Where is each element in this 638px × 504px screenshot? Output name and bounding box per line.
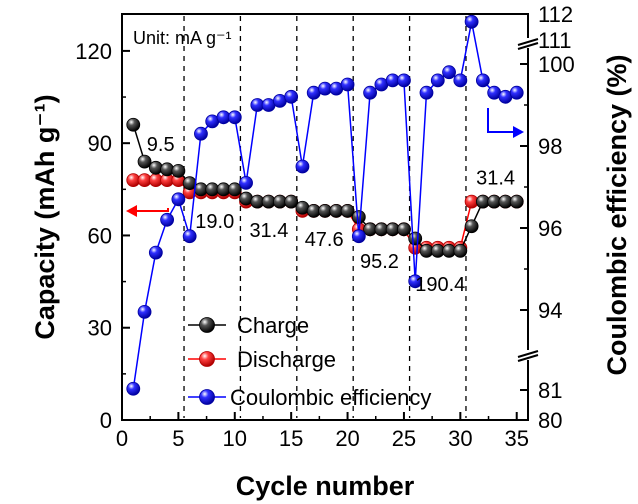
legend: Charge Discharge Coulombic efficiency bbox=[188, 313, 431, 410]
x-tick-label: 10 bbox=[223, 426, 247, 451]
right-axis-arrow-head bbox=[513, 126, 524, 138]
point-charge bbox=[408, 231, 423, 246]
point-coulombic-efficiency bbox=[227, 110, 242, 125]
point-coulombic-efficiency bbox=[419, 85, 434, 100]
rate-label: 95.2 bbox=[360, 251, 399, 273]
legend-discharge-label: Discharge bbox=[237, 347, 336, 372]
point-coulombic-efficiency bbox=[340, 77, 355, 92]
series-charge bbox=[126, 117, 524, 258]
point-coulombic-efficiency bbox=[475, 73, 490, 88]
point-charge bbox=[160, 162, 175, 177]
right-tick-label: 80 bbox=[538, 408, 562, 433]
legend-efficiency-marker bbox=[199, 389, 215, 405]
x-axis-title: Cycle number bbox=[236, 471, 415, 501]
x-tick-label: 30 bbox=[448, 426, 472, 451]
point-coulombic-efficiency bbox=[351, 229, 366, 244]
point-charge bbox=[126, 117, 141, 132]
point-coulombic-efficiency bbox=[430, 73, 445, 88]
x-tick-label: 20 bbox=[335, 426, 359, 451]
unit-annotation: Unit: mA g⁻¹ bbox=[133, 28, 232, 48]
point-coulombic-efficiency bbox=[239, 175, 253, 190]
legend-discharge-marker bbox=[199, 351, 215, 367]
left-tick-label: 90 bbox=[88, 131, 112, 156]
rate-label: 19.0 bbox=[195, 211, 234, 233]
left-tick-label: 30 bbox=[88, 316, 112, 341]
point-charge bbox=[509, 194, 524, 209]
left-axis-title: Capacity (mAh g⁻¹) bbox=[30, 94, 60, 339]
x-tick-label: 5 bbox=[172, 426, 184, 451]
right-axis-arrow bbox=[487, 108, 518, 133]
right-tick-label: 112 bbox=[538, 2, 573, 27]
left-axis-ticks: 0 30 60 90 120 bbox=[75, 39, 130, 433]
point-charge bbox=[284, 194, 299, 209]
point-coulombic-efficiency bbox=[160, 212, 175, 227]
left-tick-label: 60 bbox=[88, 223, 112, 248]
point-charge bbox=[171, 163, 186, 178]
point-charge bbox=[227, 182, 242, 197]
point-charge bbox=[182, 176, 197, 191]
point-coulombic-efficiency bbox=[408, 274, 423, 289]
point-coulombic-efficiency bbox=[295, 159, 310, 174]
point-charge bbox=[464, 219, 479, 234]
legend-charge-label: Charge bbox=[237, 313, 309, 338]
right-axis-title: Coulombic efficiency (%) bbox=[602, 54, 632, 375]
point-coulombic-efficiency bbox=[194, 126, 208, 141]
point-charge bbox=[148, 160, 163, 175]
point-coulombic-efficiency bbox=[126, 381, 141, 396]
left-axis-arrow bbox=[130, 208, 169, 212]
right-axis-breaks bbox=[517, 38, 539, 362]
right-tick-label: 100 bbox=[538, 52, 575, 77]
point-coulombic-efficiency bbox=[464, 14, 479, 29]
point-coulombic-efficiency bbox=[182, 229, 197, 244]
legend-efficiency-label: Coulombic efficiency bbox=[230, 385, 431, 410]
axis-arrows bbox=[126, 108, 524, 217]
point-charge bbox=[137, 154, 152, 169]
left-tick-label: 0 bbox=[100, 408, 112, 433]
x-tick-label: 15 bbox=[279, 426, 303, 451]
point-coulombic-efficiency bbox=[148, 245, 163, 260]
point-coulombic-efficiency bbox=[137, 304, 152, 319]
point-coulombic-efficiency bbox=[442, 65, 456, 80]
right-tick-label: 111 bbox=[538, 28, 571, 53]
point-coulombic-efficiency bbox=[397, 73, 411, 88]
x-tick-label: 25 bbox=[392, 426, 416, 451]
point-coulombic-efficiency bbox=[171, 192, 186, 207]
point-charge bbox=[453, 243, 468, 258]
point-charge bbox=[340, 203, 355, 218]
plot-frame bbox=[121, 13, 529, 421]
point-coulombic-efficiency bbox=[363, 85, 378, 100]
right-tick-label: 96 bbox=[538, 216, 562, 241]
series-layer bbox=[126, 14, 524, 396]
legend-charge-marker bbox=[199, 317, 215, 333]
x-tick-label: 35 bbox=[504, 426, 528, 451]
point-charge bbox=[351, 210, 366, 224]
right-tick-label: 81 bbox=[538, 378, 562, 403]
rate-label: 47.6 bbox=[305, 229, 344, 251]
point-coulombic-efficiency bbox=[453, 73, 468, 88]
right-tick-label: 98 bbox=[538, 134, 562, 159]
rate-label: 31.4 bbox=[476, 168, 515, 190]
x-tick-label: 0 bbox=[116, 426, 128, 451]
rate-label: 190.4 bbox=[415, 274, 465, 296]
rate-label: 31.4 bbox=[249, 220, 288, 242]
rate-label: 9.5 bbox=[147, 134, 175, 156]
series-coulombic-efficiency bbox=[126, 14, 524, 396]
point-charge bbox=[397, 222, 411, 237]
x-axis-ticks: 0 5 10 15 20 25 30 35 bbox=[116, 412, 529, 451]
right-tick-label: 94 bbox=[538, 298, 562, 323]
point-coulombic-efficiency bbox=[509, 85, 524, 100]
point-coulombic-efficiency bbox=[284, 89, 299, 104]
rate-labels: 9.5 19.0 31.4 47.6 95.2 190.4 31.4 bbox=[147, 134, 515, 296]
left-axis-arrow-head bbox=[126, 205, 137, 217]
left-tick-label: 120 bbox=[75, 39, 112, 64]
